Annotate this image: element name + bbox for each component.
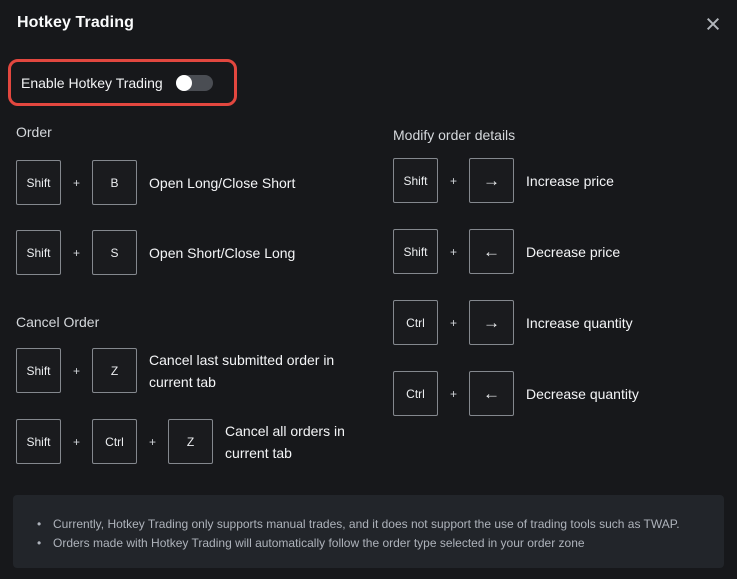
close-icon: ×: [705, 8, 721, 39]
plus-separator: +: [450, 386, 458, 401]
dialog-title: Hotkey Trading: [17, 14, 134, 31]
keycap-s: S: [92, 230, 138, 275]
hotkey-description: Cancel last submitted order in current t…: [149, 351, 335, 390]
section-modify-order-details: Modify order details Shift + → Increase …: [393, 128, 639, 416]
hotkey-row-cancel-last: Shift + Z Cancel last submitted order in…: [16, 348, 365, 393]
keycap-shift: Shift: [16, 230, 61, 275]
plus-separator: +: [73, 363, 81, 378]
bullet-icon: •: [37, 536, 42, 550]
hotkey-description: Open Long/Close Short: [149, 174, 296, 191]
toggle-knob-icon: [175, 74, 192, 91]
close-button[interactable]: ×: [697, 8, 729, 40]
keycap-shift: Shift: [16, 419, 61, 464]
plus-separator: +: [73, 175, 81, 190]
section-heading-order: Order: [16, 124, 52, 140]
plus-separator: +: [73, 245, 81, 260]
keycap-ctrl: Ctrl: [393, 300, 438, 345]
enable-hotkey-toggle[interactable]: [175, 74, 213, 91]
hotkey-row-open-long: Shift + B Open Long/Close Short: [16, 160, 295, 205]
hotkey-row-cancel-all: Shift + Ctrl + Z Cancel all orders in cu…: [16, 419, 365, 464]
note-item: • Orders made with Hotkey Trading will a…: [37, 534, 700, 553]
notes-panel: • Currently, Hotkey Trading only support…: [13, 495, 724, 568]
keycap-arrow-left-icon: ←: [469, 371, 515, 416]
keycap-ctrl: Ctrl: [393, 371, 438, 416]
hotkey-row-open-short: Shift + S Open Short/Close Long: [16, 230, 295, 275]
plus-separator: +: [450, 244, 458, 259]
keycap-z: Z: [168, 419, 214, 464]
keycap-shift: Shift: [393, 229, 438, 274]
plus-separator: +: [73, 434, 81, 449]
enable-hotkey-label: Enable Hotkey Trading: [21, 74, 163, 91]
keycap-ctrl: Ctrl: [92, 419, 138, 464]
note-text: Orders made with Hotkey Trading will aut…: [53, 536, 585, 550]
plus-separator: +: [450, 173, 458, 188]
plus-separator: +: [450, 315, 458, 330]
keycap-shift: Shift: [393, 158, 438, 203]
keycap-shift: Shift: [16, 160, 61, 205]
note-item: • Currently, Hotkey Trading only support…: [37, 515, 700, 534]
hotkey-description: Open Short/Close Long: [149, 244, 296, 261]
keycap-arrow-right-icon: →: [469, 300, 515, 345]
hotkey-description: Decrease price: [526, 243, 621, 260]
section-order: Order Shift + B Open Long/Close Short Sh…: [16, 125, 295, 275]
note-text: Currently, Hotkey Trading only supports …: [53, 517, 680, 531]
keycap-shift: Shift: [16, 348, 61, 393]
hotkey-row-decrease-quantity: Ctrl + ← Decrease quantity: [393, 371, 639, 416]
plus-separator: +: [149, 434, 157, 449]
section-heading-cancel-order: Cancel Order: [16, 314, 100, 330]
hotkey-description: Decrease quantity: [526, 385, 639, 402]
hotkey-row-increase-price: Shift + → Increase price: [393, 158, 639, 203]
enable-hotkey-highlight-annotation: Enable Hotkey Trading: [8, 59, 237, 106]
keycap-arrow-right-icon: →: [469, 158, 515, 203]
section-heading-modify: Modify order details: [393, 127, 516, 143]
bullet-icon: •: [37, 517, 42, 531]
keycap-z: Z: [92, 348, 138, 393]
hotkey-row-decrease-price: Shift + ← Decrease price: [393, 229, 639, 274]
hotkey-description: Cancel all orders in current tab: [225, 422, 345, 461]
keycap-b: B: [92, 160, 138, 205]
section-cancel-order: Cancel Order Shift + Z Cancel last submi…: [16, 315, 365, 464]
hotkey-description: Increase quantity: [526, 314, 633, 331]
hotkey-row-increase-quantity: Ctrl + → Increase quantity: [393, 300, 639, 345]
hotkey-description: Increase price: [526, 172, 614, 189]
keycap-arrow-left-icon: ←: [469, 229, 515, 274]
